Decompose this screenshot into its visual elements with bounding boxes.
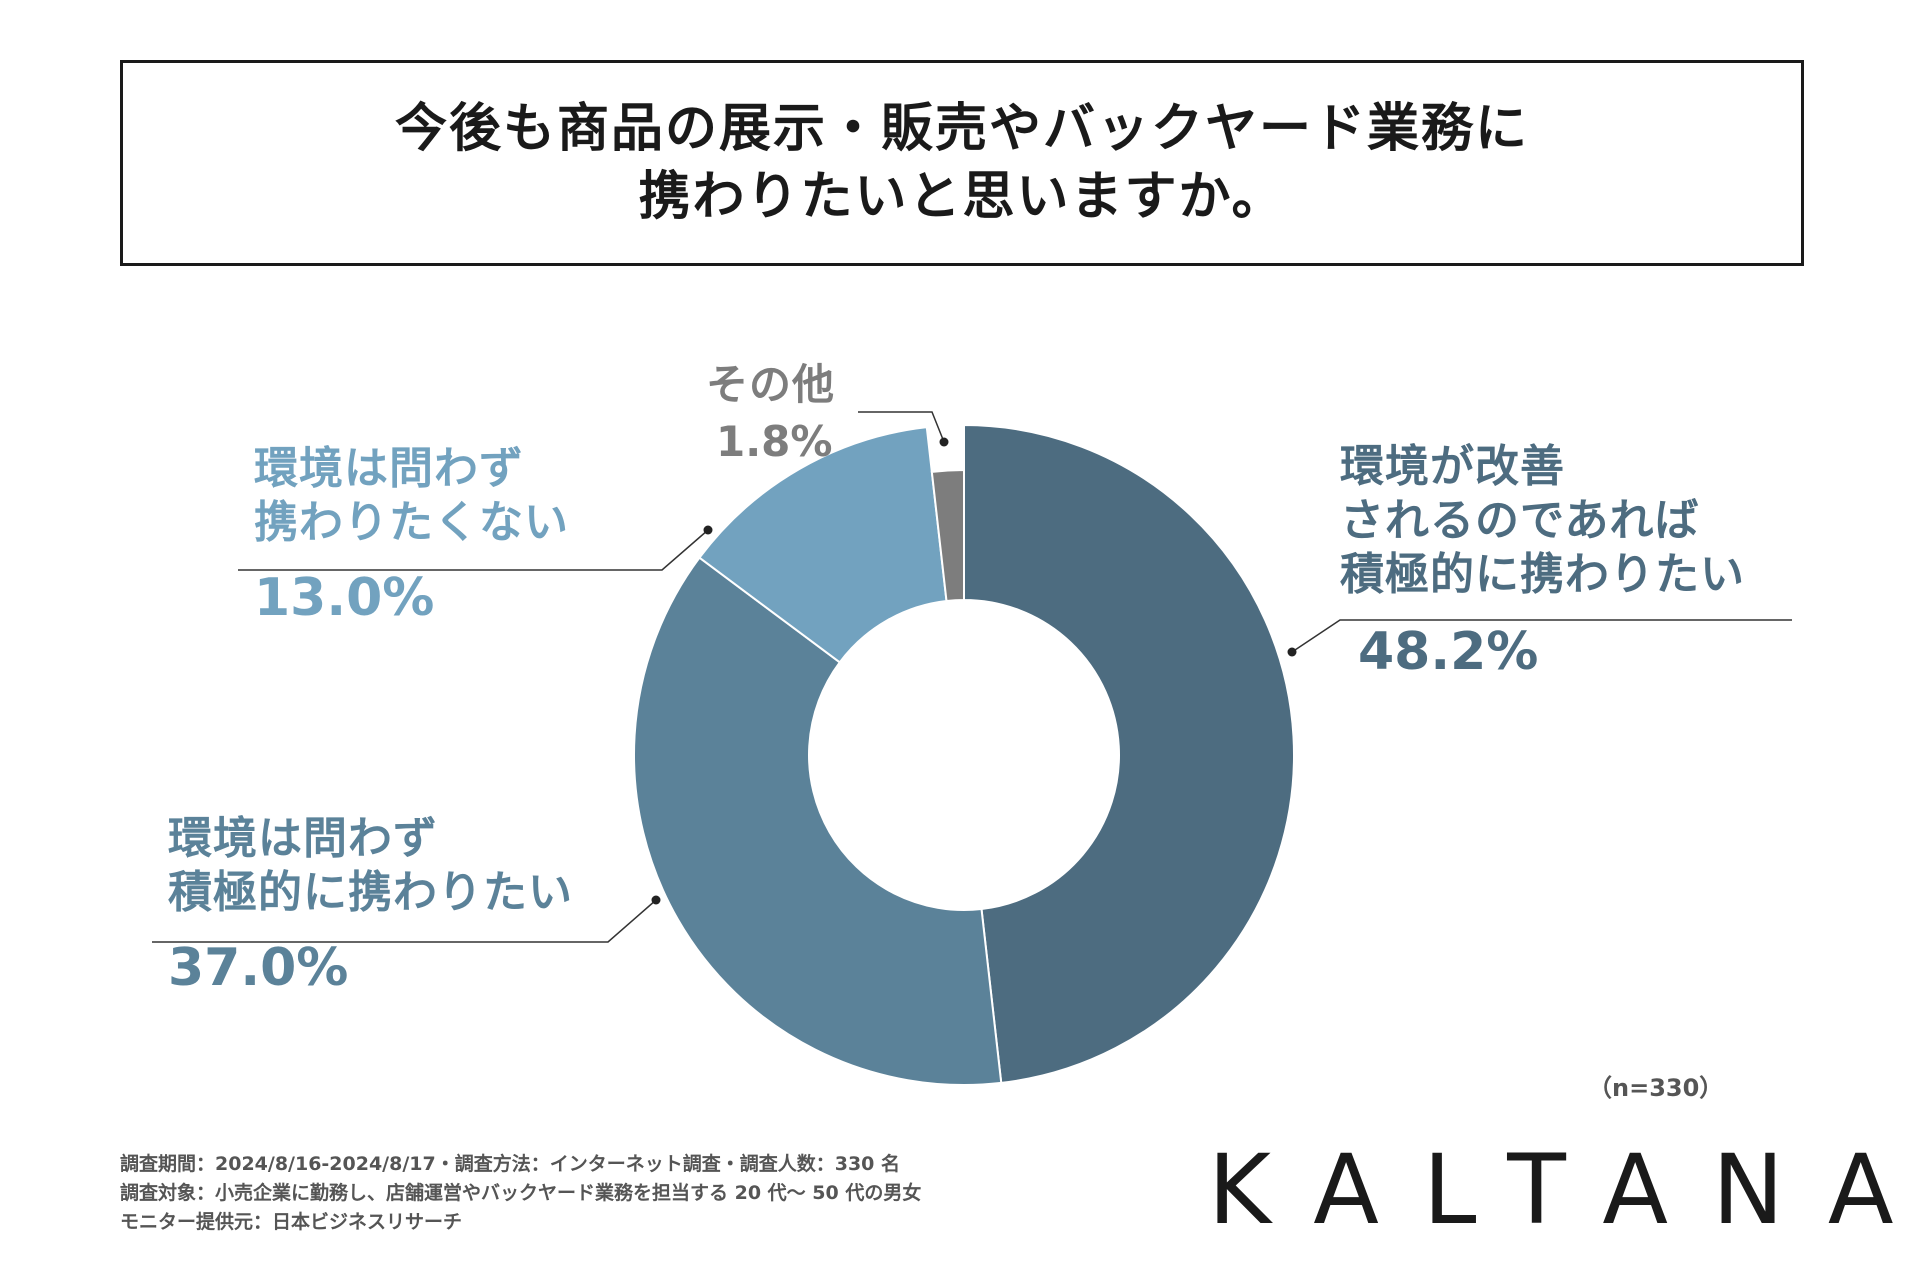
slice-2-label-line-2: 携わりたくない [254,497,569,548]
kaltana-logo: KALTANA [1208,1134,1920,1246]
slice-1-label-line-2: 積極的に携わりたい [168,867,573,918]
title-box: 今後も商品の展示・販売やバックヤード業務に 携わりたいと思いますか。 [120,60,1804,266]
label-slice-0: 環境が改善 されるのであれば 積極的に携わりたい 48.2% [1340,440,1745,682]
sample-size: （n=330） [1588,1074,1724,1102]
label-slice-1: 環境は問わず 積極的に携わりたい 37.0% [168,812,573,998]
label-slice-3: その他 1.8% [706,358,835,472]
donut-slice-0 [963,423,1295,1084]
donut-slice-2 [698,426,948,664]
chart-title-line-1: 今後も商品の展示・販売やバックヤード業務に [394,99,1529,159]
footnotes: 調査期間：2024/8/16-2024/8/17・調査方法：インターネット調査・… [120,1150,921,1237]
footnote-line-1: 調査期間：2024/8/16-2024/8/17・調査方法：インターネット調査・… [120,1153,901,1175]
donut-slice-3 [930,468,965,603]
slice-2-value: 13.0% [254,568,435,628]
slice-3-value: 1.8% [716,417,833,466]
footnote-line-2: 調査対象：小売企業に勤務し、店舗運営やバックヤード業務を担当する 20 代～ 5… [120,1182,922,1204]
donut-slice-1 [633,556,1003,1086]
leader-line-0 [1291,619,1792,653]
chart-title-line-2: 携わりたいと思いますか。 [638,167,1286,227]
leader-line-2 [238,529,709,571]
slice-0-value: 48.2% [1358,622,1539,682]
slice-1-value: 37.0% [168,938,349,998]
label-slice-2: 環境は問わず 携わりたくない 13.0% [254,442,569,628]
leader-dot-0 [1287,647,1297,657]
slice-0-label-line-1: 環境が改善 [1340,441,1565,492]
slice-3-label-line-1: その他 [706,360,836,409]
leader-dot-1 [651,895,661,905]
leader-dot-2 [703,525,713,535]
slice-0-label-line-3: 積極的に携わりたい [1340,549,1745,600]
leader-line-1 [152,899,657,943]
leader-dot-3 [939,437,949,447]
slice-0-label-line-2: されるのであれば [1340,495,1700,546]
slice-2-label-line-1: 環境は問わず [254,443,524,494]
footnote-line-3: モニター提供元：日本ビジネスリサーチ [120,1211,463,1233]
slice-1-label-line-1: 環境は問わず [168,813,438,864]
leader-line-3 [858,411,945,443]
